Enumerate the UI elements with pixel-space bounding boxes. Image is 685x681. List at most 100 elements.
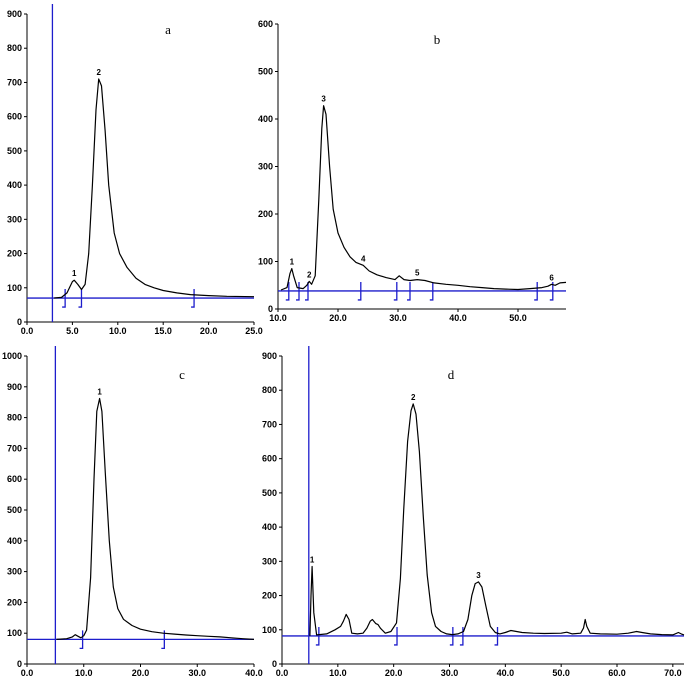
x-tick-label: 70.0 <box>664 668 682 678</box>
x-tick-label: 0.0 <box>276 668 289 678</box>
y-tick-label: 0 <box>17 659 22 669</box>
x-tick-label: 0.0 <box>21 668 34 678</box>
y-tick-label: 900 <box>7 382 22 392</box>
integration-mark <box>78 289 83 308</box>
x-tick-label: 30.0 <box>389 313 407 323</box>
y-tick-label: 300 <box>7 567 22 577</box>
y-tick-label: 800 <box>7 43 22 53</box>
peak-label: 1 <box>310 555 315 564</box>
peak-label: 3 <box>476 571 481 580</box>
panel-c: 0 100 200 300 400 500 600 700 800 900 1000 0.0 10.0 2… <box>2 346 263 678</box>
x-tick-label: 20.0 <box>385 668 403 678</box>
chromatogram-trace <box>56 397 255 640</box>
x-tick-label: 20.0 <box>329 313 347 323</box>
peak-label: 1 <box>290 258 295 267</box>
x-tick-label: 50.0 <box>552 668 570 678</box>
integration-mark <box>393 281 398 301</box>
y-tick-label: 200 <box>7 249 22 259</box>
x-tick-label: 10.0 <box>269 313 287 323</box>
y-tick-label: 200 <box>262 591 277 601</box>
x-tick-label: 40.0 <box>245 668 263 678</box>
y-tick-label: 600 <box>7 474 22 484</box>
y-tick-label: 900 <box>7 9 22 19</box>
x-tick-label: 30.0 <box>441 668 459 678</box>
y-tick-label: 100 <box>7 283 22 293</box>
y-tick-label: 500 <box>7 505 22 515</box>
y-tick-label: 700 <box>7 443 22 453</box>
y-tick-label: 0 <box>17 317 22 327</box>
integration-mark <box>161 630 165 650</box>
y-tick-label: 900 <box>262 351 277 361</box>
integration-mark <box>429 281 434 301</box>
y-tick-label: 200 <box>7 597 22 607</box>
y-tick-label: 500 <box>262 488 277 498</box>
y-tick-label: 400 <box>258 114 273 124</box>
y-tick-label: 100 <box>258 257 273 267</box>
peak-label: 3 <box>321 95 326 104</box>
x-tick-label: 40.0 <box>497 668 515 678</box>
y-tick-label: 0 <box>268 304 273 314</box>
panel-letter: d <box>448 367 455 382</box>
y-tick-label: 300 <box>7 214 22 224</box>
panel-b: 0 100 200 300 400 500 600 10.0 20.0 30.0 40.0 50.0 b… <box>258 19 567 323</box>
x-tick-label: 5.0 <box>66 326 79 336</box>
chromatogram-trace <box>309 403 685 636</box>
y-tick-label: 800 <box>262 385 277 395</box>
integration-mark <box>285 281 290 301</box>
y-tick-label: 100 <box>262 625 277 635</box>
y-tick-label: 400 <box>7 180 22 190</box>
y-tick-label: 300 <box>258 162 273 172</box>
y-tick-label: 700 <box>7 77 22 87</box>
peak-label: 5 <box>415 269 420 278</box>
y-tick-label: 600 <box>262 454 277 464</box>
x-tick-label: 15.0 <box>154 326 172 336</box>
panel-letter: c <box>179 367 185 382</box>
x-tick-label: 40.0 <box>449 313 467 323</box>
y-tick-label: 0 <box>272 659 277 669</box>
peak-label: 6 <box>549 273 554 282</box>
y-tick-label: 800 <box>7 413 22 423</box>
integration-mark <box>407 281 411 301</box>
peak-label: 2 <box>307 270 312 279</box>
x-tick-label: 60.0 <box>608 668 626 678</box>
x-tick-label: 10.0 <box>329 668 347 678</box>
chromatogram-trace <box>280 105 567 291</box>
y-tick-label: 600 <box>258 19 273 29</box>
y-tick-label: 700 <box>262 419 277 429</box>
panel-a: 0 100 200 300 400 500 600 700 800 900 0.0 5.0 10.0 15… <box>7 4 263 336</box>
y-tick-label: 100 <box>7 628 22 638</box>
integration-mark <box>449 626 454 646</box>
x-tick-label: 0.0 <box>21 326 34 336</box>
y-tick-label: 600 <box>7 112 22 122</box>
peak-label: 1 <box>97 388 102 397</box>
integration-mark <box>549 281 554 301</box>
integration-mark <box>305 281 309 301</box>
x-tick-label: 50.0 <box>509 313 527 323</box>
x-tick-label: 30.0 <box>188 668 206 678</box>
integration-mark <box>357 281 362 301</box>
peak-label: 2 <box>411 393 416 402</box>
panel-letter: a <box>165 22 171 37</box>
y-tick-label: 1000 <box>2 351 22 361</box>
x-tick-label: 20.0 <box>200 326 218 336</box>
y-tick-label: 400 <box>7 536 22 546</box>
peak-label: 2 <box>97 68 102 77</box>
x-tick-label: 20.0 <box>132 668 150 678</box>
y-tick-label: 500 <box>7 146 22 156</box>
y-tick-label: 500 <box>258 67 273 77</box>
x-tick-label: 10.0 <box>75 668 93 678</box>
integration-mark <box>459 626 464 646</box>
y-tick-label: 300 <box>262 556 277 566</box>
peak-label: 4 <box>361 254 366 263</box>
peak-label: 1 <box>72 269 77 278</box>
y-tick-label: 200 <box>258 209 273 219</box>
y-tick-label: 400 <box>262 522 277 532</box>
panel-letter: b <box>434 32 441 47</box>
x-tick-label: 10.0 <box>109 326 127 336</box>
integration-mark <box>394 626 398 646</box>
integration-mark <box>315 626 320 646</box>
x-tick-label: 25.0 <box>245 326 263 336</box>
panel-d: 0 100 200 300 400 500 600 700 800 900 0.0 10.0 20.0 3… <box>262 346 685 678</box>
chromatogram-trace <box>54 78 255 299</box>
